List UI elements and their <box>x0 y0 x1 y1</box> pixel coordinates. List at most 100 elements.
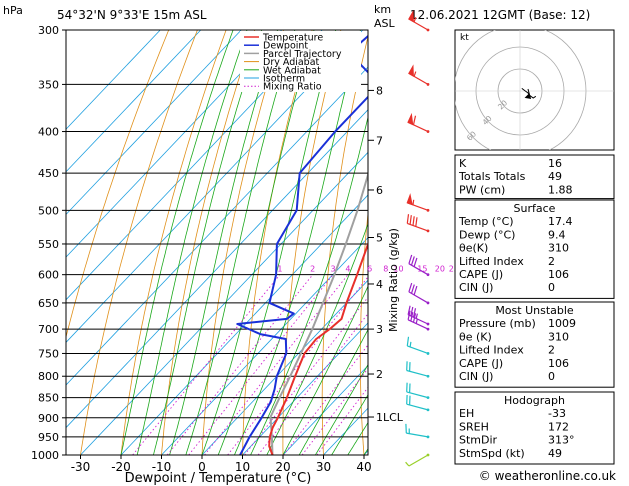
pressure-tick-label: 1000 <box>31 449 59 462</box>
isotherm-line <box>66 109 368 429</box>
hodograph-table-box <box>454 391 615 465</box>
mixing-ratio-label: 6 <box>367 265 372 274</box>
mixing-ratio-label: 10 <box>393 265 403 274</box>
height-tick-label: 6 <box>376 184 383 197</box>
hodograph-frame <box>454 29 615 151</box>
pressure-tick-label: 550 <box>38 238 59 251</box>
pressure-tick-label: 700 <box>38 323 59 336</box>
dewpoint-line <box>236 34 368 455</box>
legend-label: Mixing Ratio <box>263 82 322 93</box>
km-unit-label: km <box>374 3 391 16</box>
isotherm-line <box>66 30 323 301</box>
mixing-ratio-line <box>132 274 281 455</box>
wind-barbs <box>405 10 430 467</box>
pressure-unit-label: hPa <box>3 4 23 17</box>
pressure-axis: 300 350 400 450 500 550 600 650 700 750 800 850 900 9… <box>31 24 66 462</box>
pressure-tick-label: 850 <box>38 392 59 405</box>
wind-barb <box>407 112 430 133</box>
dry-adiabat-line <box>433 30 456 455</box>
height-tick-label: 7 <box>376 134 383 147</box>
sounding-profiles <box>236 34 368 455</box>
dry-adiabat-line <box>66 30 170 339</box>
table-value: 310 <box>548 330 569 343</box>
mixing-ratio-line <box>283 344 368 455</box>
table-label: Pressure (mb) <box>459 317 536 330</box>
surface-title: Surface <box>514 202 556 215</box>
temperature-tick-label: -20 <box>111 460 131 474</box>
table-value: 2 <box>548 255 555 268</box>
table-label: Lifted Index <box>459 255 524 268</box>
table-value: 2 <box>548 344 555 357</box>
table-label: SREH <box>459 420 489 433</box>
wind-barb <box>406 394 430 412</box>
legend-label: Isotherm <box>263 74 305 85</box>
height-tick-label: 2 <box>376 368 383 381</box>
isobar-lines <box>66 30 368 455</box>
wet-adiabat-line <box>282 285 368 455</box>
wind-barb <box>406 214 430 233</box>
wind-barb <box>407 310 430 331</box>
pressure-tick-label: 800 <box>38 370 59 383</box>
table-value: 106 <box>548 357 569 370</box>
wind-barb <box>408 10 430 32</box>
mixing-ratio-label: 25 <box>449 265 459 274</box>
isotherm-line <box>66 30 242 216</box>
table-label: CIN (J) <box>459 370 493 383</box>
wind-barb <box>406 336 430 355</box>
height-tick-label: 1LCL <box>376 411 404 424</box>
temperature-line <box>268 241 368 455</box>
table-label: CAPE (J) <box>459 357 503 370</box>
pressure-tick-label: 400 <box>38 126 59 139</box>
legend-label: Dry Adiabat <box>263 57 320 68</box>
mixing-ratio-line <box>316 386 368 455</box>
legend-label: Dewpoint <box>263 41 308 52</box>
wind-barb <box>408 64 430 86</box>
mixing-ratio-label: 4 <box>345 265 350 274</box>
hodograph-title: Hodograph <box>504 394 565 407</box>
table-value: 9.4 <box>548 228 566 241</box>
pressure-tick-label: 950 <box>38 431 59 444</box>
table-label: PW (cm) <box>459 183 505 196</box>
pressure-tick-label: 450 <box>38 167 59 180</box>
table-value: 16 <box>548 157 562 170</box>
most-unstable-box <box>454 301 615 388</box>
wind-barb <box>408 282 430 305</box>
wet-adiabat-line <box>315 363 368 455</box>
temperature-tick-label: -10 <box>152 460 172 474</box>
table-label: Lifted Index <box>459 344 524 357</box>
mixing-ratio-label: 8 <box>383 265 388 274</box>
wet-adiabat-line <box>120 30 234 455</box>
wind-barb <box>406 361 430 378</box>
hodograph-unit-label: kt <box>460 33 469 43</box>
wet-adiabat-line <box>298 328 368 455</box>
pressure-tick-label: 750 <box>38 347 59 360</box>
table-value: 310 <box>548 242 569 255</box>
pressure-tick-label: 600 <box>38 269 59 282</box>
most-unstable-title: Most Unstable <box>495 304 574 317</box>
wind-barb <box>405 453 430 467</box>
isotherm-line <box>66 30 161 130</box>
table-value: 1.88 <box>548 183 573 196</box>
wet-adiabat-line <box>136 30 248 455</box>
table-label: CIN (J) <box>459 281 493 294</box>
table-label: Totals Totals <box>458 170 526 183</box>
isotherm-line <box>161 237 368 455</box>
height-tick-label: 8 <box>376 84 383 97</box>
table-value: 1009 <box>548 317 576 330</box>
storm-motion-arrow <box>524 93 531 99</box>
temperature-tick-label: 20 <box>275 460 290 474</box>
table-label: θe (K) <box>459 330 492 343</box>
indices-box <box>454 154 615 200</box>
table-label: K <box>459 157 467 170</box>
legend-label: Wet Adiabat <box>263 65 321 76</box>
table-value: 0 <box>548 281 555 294</box>
table-label: EH <box>459 407 474 420</box>
isotherm-line <box>80 151 368 455</box>
isotherm-line <box>66 30 283 258</box>
isotherm-line <box>201 279 368 455</box>
pressure-tick-label: 300 <box>38 24 59 37</box>
dry-adiabat-line <box>80 30 198 455</box>
wind-barb <box>407 305 430 326</box>
